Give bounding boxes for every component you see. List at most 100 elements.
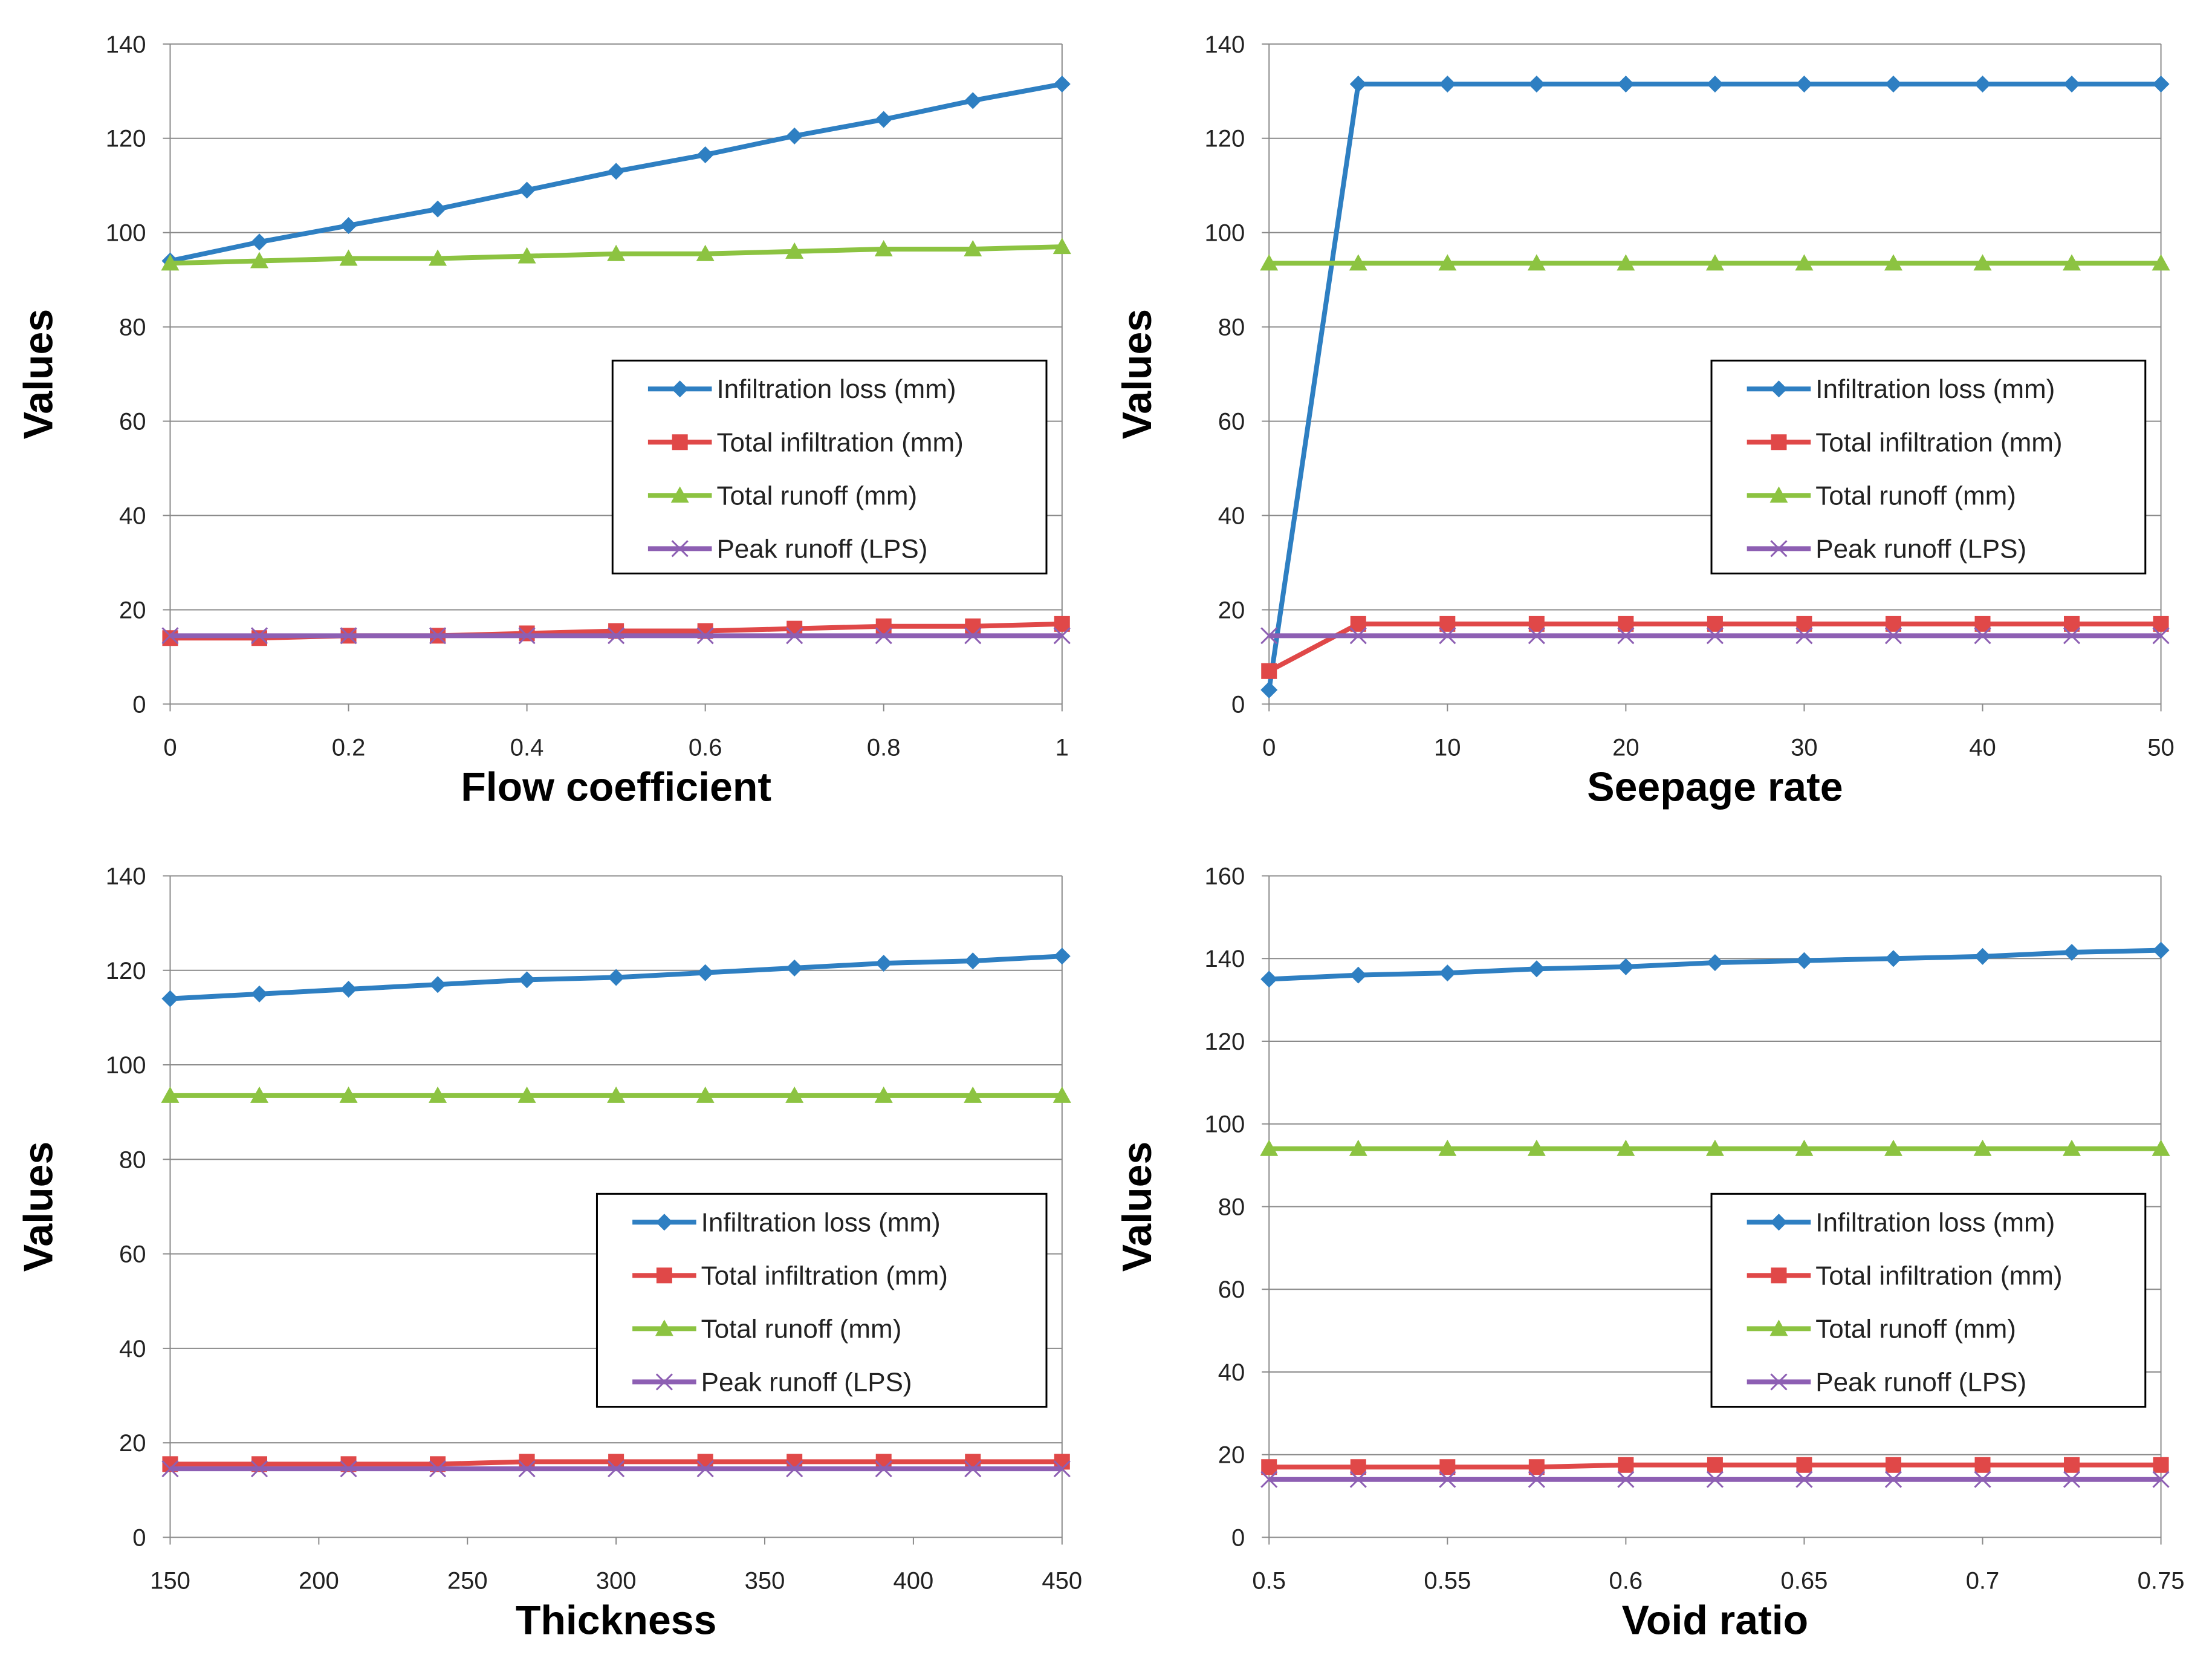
data-point-total-infiltration xyxy=(1885,1457,1901,1473)
x-tick-label: 0.75 xyxy=(2138,1567,2185,1594)
x-tick-label: 200 xyxy=(299,1567,339,1594)
data-point-infiltration-loss xyxy=(1617,76,1635,93)
legend-label-total-runoff: Total runoff (mm) xyxy=(716,481,917,510)
data-point-total-infiltration xyxy=(1707,1457,1723,1473)
data-point-infiltration-loss xyxy=(875,111,892,128)
legend-marker-peak-runoff xyxy=(671,540,689,558)
data-point-total-runoff xyxy=(1527,1139,1546,1156)
x-axis-title: Flow coefficient xyxy=(461,764,771,810)
data-point-peak-runoff xyxy=(1706,627,1724,645)
y-tick-label: 120 xyxy=(1204,126,1245,152)
data-point-total-infiltration xyxy=(1885,616,1901,632)
legend-label-infiltration-loss: Infiltration loss (mm) xyxy=(1815,374,2055,404)
data-point-peak-runoff xyxy=(429,627,447,645)
data-point-infiltration-loss xyxy=(696,964,714,981)
data-point-peak-runoff xyxy=(1053,1460,1071,1478)
data-point-total-runoff xyxy=(1705,254,1724,271)
data-point-total-runoff xyxy=(1795,254,1814,271)
legend: Infiltration loss (mm) Total infiltration… xyxy=(1710,1192,2147,1408)
data-point-infiltration-loss xyxy=(696,146,714,164)
chart-panel-void-ratio: 0 20 40 60 80 100 120 140 160 0.5 0.55 0.6 0.65 0.7 0.… xyxy=(1114,863,2184,1643)
y-tick-label: 40 xyxy=(1218,503,1245,530)
data-point-total-infiltration xyxy=(1350,616,1366,632)
x-tick-label: 0.5 xyxy=(1252,1567,1286,1594)
x-tick-label: 30 xyxy=(1791,734,1818,761)
legend-marker-total-infiltration xyxy=(1771,1267,1787,1284)
x-tick-label: 450 xyxy=(1042,1567,1082,1594)
legend-label-total-runoff: Total runoff (mm) xyxy=(1815,1314,2016,1344)
data-point-peak-runoff xyxy=(518,627,536,645)
data-point-total-infiltration xyxy=(2153,1457,2169,1473)
data-point-total-runoff xyxy=(874,1086,893,1103)
data-point-total-runoff xyxy=(1973,254,1992,271)
x-tick-label: 0.65 xyxy=(1781,1567,1828,1594)
legend-marker-total-runoff xyxy=(1769,1319,1788,1336)
data-point-total-runoff xyxy=(785,1086,804,1103)
x-tick-label: 250 xyxy=(447,1567,488,1594)
x-tick-label: 0.6 xyxy=(689,734,722,761)
y-tick-label: 20 xyxy=(119,597,146,623)
data-point-total-runoff xyxy=(964,239,982,256)
data-point-total-runoff xyxy=(785,242,804,259)
data-point-total-infiltration xyxy=(1054,616,1070,632)
legend-marker-infiltration-loss xyxy=(1770,1214,1788,1231)
data-point-peak-runoff xyxy=(1439,1471,1456,1488)
data-point-infiltration-loss xyxy=(1795,952,1813,969)
data-point-total-infiltration xyxy=(2064,616,2080,632)
y-tick-label: 120 xyxy=(106,126,146,152)
data-point-infiltration-loss xyxy=(1884,950,1902,967)
x-tick-label: 0.7 xyxy=(1966,1567,2000,1594)
data-point-total-infiltration xyxy=(965,618,981,634)
x-tick-label: 0.6 xyxy=(1609,1567,1643,1594)
data-point-infiltration-loss xyxy=(1053,948,1071,965)
data-point-peak-runoff xyxy=(1260,1471,1278,1488)
data-point-peak-runoff xyxy=(875,627,892,645)
legend-marker-total-infiltration xyxy=(672,434,688,450)
x-axis-title: Void ratio xyxy=(1622,1597,1809,1643)
x-tick-label: 10 xyxy=(1434,734,1461,761)
x-tick-label: 0.8 xyxy=(867,734,901,761)
data-point-total-runoff xyxy=(1438,1139,1457,1156)
y-tick-label: 20 xyxy=(119,1430,146,1457)
data-point-total-runoff xyxy=(161,254,180,271)
y-tick-label: 40 xyxy=(1218,1359,1245,1386)
data-point-total-infiltration xyxy=(1528,616,1545,632)
series-total-runoff xyxy=(161,1086,1071,1103)
y-tick-label: 80 xyxy=(1218,314,1245,341)
data-point-infiltration-loss xyxy=(1260,681,1278,699)
x-tick-label: 40 xyxy=(1969,734,1996,761)
data-point-peak-runoff xyxy=(786,1460,803,1478)
data-point-total-runoff xyxy=(1052,1086,1071,1103)
data-point-peak-runoff xyxy=(250,1460,268,1478)
data-point-total-runoff xyxy=(1260,254,1279,271)
data-point-infiltration-loss xyxy=(518,181,536,199)
data-point-infiltration-loss xyxy=(964,952,982,970)
series-total-runoff xyxy=(161,238,1071,271)
legend-marker-peak-runoff xyxy=(1770,540,1788,558)
legend-label-infiltration-loss: Infiltration loss (mm) xyxy=(716,374,956,404)
data-point-infiltration-loss xyxy=(1349,76,1367,93)
data-point-total-infiltration xyxy=(1796,616,1812,632)
legend-label-total-runoff: Total runoff (mm) xyxy=(701,1314,902,1344)
series-total-infiltration xyxy=(1261,616,2169,679)
data-point-total-runoff xyxy=(2063,254,2081,271)
data-point-total-runoff xyxy=(2063,1139,2081,1156)
data-point-infiltration-loss xyxy=(875,955,892,972)
data-point-peak-runoff xyxy=(1349,1471,1367,1488)
x-tick-label: 350 xyxy=(745,1567,785,1594)
data-point-peak-runoff xyxy=(2063,1471,2081,1488)
series-infiltration-loss xyxy=(1260,941,2170,988)
legend-label-total-infiltration: Total infiltration (mm) xyxy=(1815,428,2062,457)
x-tick-label: 0 xyxy=(1262,734,1276,761)
data-point-peak-runoff xyxy=(696,1460,714,1478)
y-tick-label: 60 xyxy=(119,409,146,435)
y-tick-label: 60 xyxy=(1218,409,1245,435)
data-point-infiltration-loss xyxy=(1974,948,1991,965)
data-point-infiltration-loss xyxy=(1706,76,1724,93)
data-point-total-infiltration xyxy=(2153,616,2169,632)
legend-marker-total-runoff xyxy=(1769,486,1788,503)
data-point-peak-runoff xyxy=(429,1460,447,1478)
data-point-infiltration-loss xyxy=(161,990,179,1007)
data-point-peak-runoff xyxy=(1706,1471,1724,1488)
